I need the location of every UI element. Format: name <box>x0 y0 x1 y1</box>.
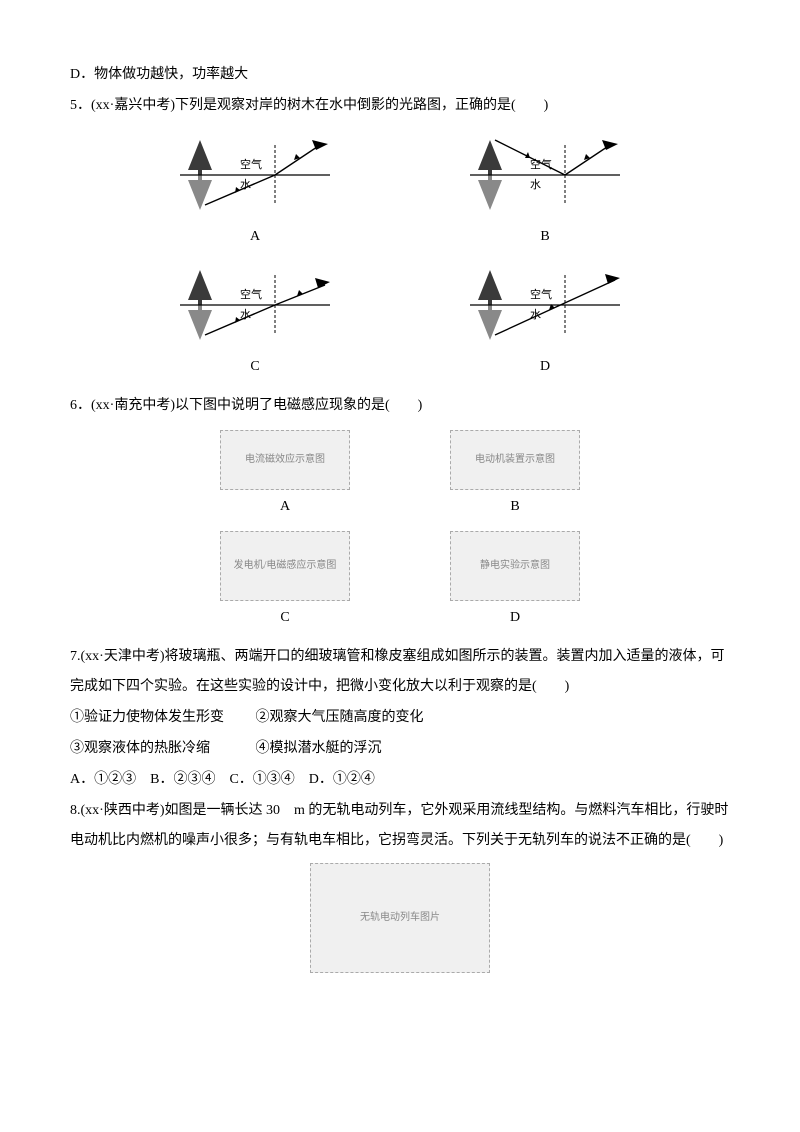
q5-label-a: A <box>250 222 260 253</box>
q5-d-air-label: 空气 <box>530 287 552 301</box>
q6-figure-d: 静电实验示意图 D <box>450 531 580 634</box>
q6-figure-row-1: 电流磁效应示意图 A 电动机装置示意图 B <box>70 430 730 523</box>
q7-items-line1: ①验证力使物体发生形变 ②观察大气压随高度的变化 <box>70 703 730 734</box>
q8-text: 8.(xx·陕西中考)如图是一辆长达 30 m 的无轨电动列车，它外观采用流线型… <box>70 796 730 858</box>
q6-label-b: B <box>510 492 519 523</box>
q6-diagram-d: 静电实验示意图 <box>450 531 580 601</box>
q7-item-1: ①验证力使物体发生形变 <box>70 710 224 725</box>
q6-label-a: A <box>280 492 290 523</box>
q8-figure-wrap: 无轨电动列车图片 <box>70 863 730 973</box>
q6-label-d: D <box>510 603 520 634</box>
q5-a-air-label: 空气 <box>240 157 262 171</box>
q7-items-line2: ③观察液体的热胀冷缩 ④模拟潜水艇的浮沉 <box>70 734 730 765</box>
q5-diagram-b: 空气 水 <box>470 130 620 220</box>
q5-label-c: C <box>250 352 259 383</box>
q6-figure-b: 电动机装置示意图 B <box>450 430 580 523</box>
q6-text: 6．(xx·南充中考)以下图中说明了电磁感应现象的是( ) <box>70 391 730 422</box>
q7-item-3: ③观察液体的热胀冷缩 <box>70 741 210 756</box>
q5-d-water-label: 水 <box>530 308 541 321</box>
q5-text: 5．(xx·嘉兴中考)下列是观察对岸的树木在水中倒影的光路图，正确的是( ) <box>70 91 730 122</box>
q5-c-air-label: 空气 <box>240 287 262 301</box>
q7-item-4: ④模拟潜水艇的浮沉 <box>256 741 382 756</box>
q7-item-2: ②观察大气压随高度的变化 <box>256 710 424 725</box>
q5-diagram-c: 空气 水 <box>180 260 330 350</box>
q6-diagram-a: 电流磁效应示意图 <box>220 430 350 490</box>
q5-figure-b: 空气 水 B <box>470 130 620 253</box>
q5-label-d: D <box>540 352 550 383</box>
q5-b-water-label: 水 <box>530 178 541 191</box>
q5-figure-c: 空气 水 C <box>180 260 330 383</box>
q6-figure-a: 电流磁效应示意图 A <box>220 430 350 523</box>
q8-train-figure: 无轨电动列车图片 <box>310 863 490 973</box>
q7-options: A．①②③ B．②③④ C．①③④ D．①②④ <box>70 765 730 796</box>
q5-diagram-d: 空气 水 <box>470 260 620 350</box>
q5-figure-a: 空气 水 A <box>180 130 330 253</box>
q6-diagram-c: 发电机/电磁感应示意图 <box>220 531 350 601</box>
q5-a-water-label: 水 <box>240 178 251 191</box>
q6-figure-row-2: 发电机/电磁感应示意图 C 静电实验示意图 D <box>70 531 730 634</box>
q5-label-b: B <box>540 222 549 253</box>
q5-figure-row-1: 空气 水 A 空气 水 B <box>70 130 730 253</box>
q6-diagram-b: 电动机装置示意图 <box>450 430 580 490</box>
q6-label-c: C <box>280 603 289 634</box>
q5-diagram-a: 空气 水 <box>180 130 330 220</box>
q4-option-d: D．物体做功越快，功率越大 <box>70 60 730 91</box>
q5-figure-d: 空气 水 D <box>470 260 620 383</box>
q5-figure-row-2: 空气 水 C 空气 水 D <box>70 260 730 383</box>
q5-b-air-label: 空气 <box>530 157 552 171</box>
q6-figure-c: 发电机/电磁感应示意图 C <box>220 531 350 634</box>
q5-c-water-label: 水 <box>240 308 251 321</box>
q7-text: 7.(xx·天津中考)将玻璃瓶、两端开口的细玻璃管和橡皮塞组成如图所示的装置。装… <box>70 642 730 704</box>
